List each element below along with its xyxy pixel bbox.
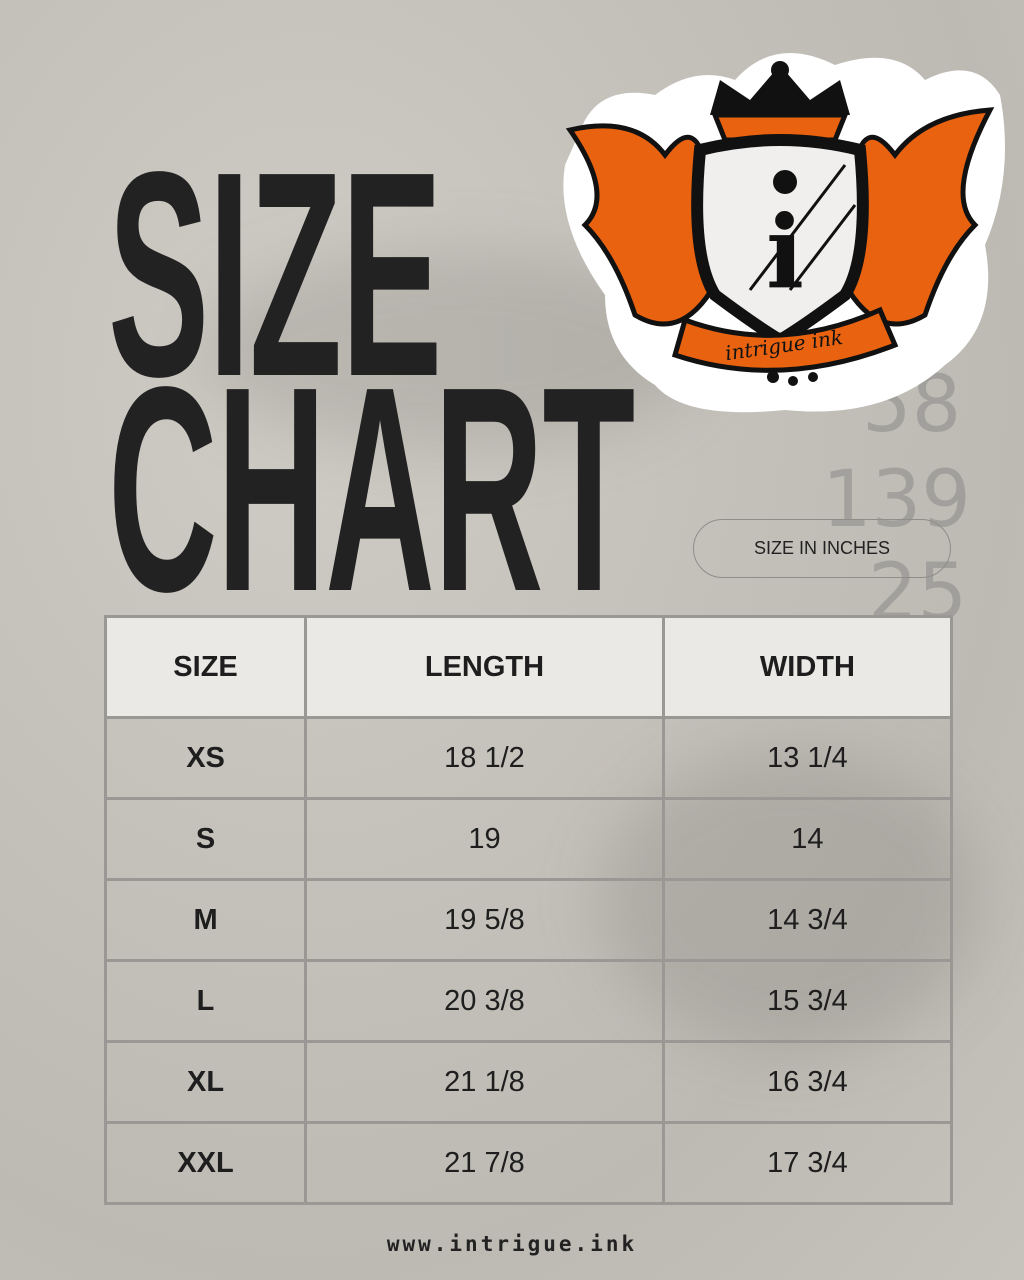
table-header-row: SIZE LENGTH WIDTH xyxy=(103,615,954,719)
cell-length: 20 3/8 xyxy=(304,959,665,1043)
bg-number: 139 xyxy=(822,455,971,545)
cell-size: L xyxy=(103,959,308,1043)
cell-length: 21 7/8 xyxy=(304,1121,665,1205)
table-row: XXL 21 7/8 17 3/4 xyxy=(103,1121,954,1205)
cell-width: 17 3/4 xyxy=(661,1121,954,1205)
cell-length: 21 1/8 xyxy=(304,1040,665,1124)
table-row: XS 18 1/2 13 1/4 xyxy=(103,716,954,800)
cell-width: 13 1/4 xyxy=(661,716,954,800)
cell-width: 15 3/4 xyxy=(661,959,954,1043)
header-size: SIZE xyxy=(103,615,308,719)
title-chart: CHART xyxy=(108,326,635,652)
cell-length: 19 5/8 xyxy=(304,878,665,962)
header-width: WIDTH xyxy=(661,615,954,719)
website-url: www.intrigue.ink xyxy=(386,1232,638,1256)
cell-width: 16 3/4 xyxy=(661,1040,954,1124)
title-size: SIZE xyxy=(108,111,442,437)
table-row: XL 21 1/8 16 3/4 xyxy=(103,1040,954,1124)
cell-width: 14 3/4 xyxy=(661,878,954,962)
table-row: S 19 14 xyxy=(103,797,954,881)
cell-size: XXL xyxy=(103,1121,308,1205)
unit-label: SIZE IN INCHES xyxy=(753,538,891,558)
cell-size: M xyxy=(103,878,308,962)
size-table: SIZE LENGTH WIDTH XS 18 1/2 13 1/4 S 19 14 M 19… xyxy=(103,615,954,1205)
cell-length: 18 1/2 xyxy=(304,716,665,800)
cell-length: 19 xyxy=(304,797,665,881)
cell-size: XS xyxy=(103,716,308,800)
unit-label-pill: SIZE IN INCHES xyxy=(693,519,951,578)
header-length: LENGTH xyxy=(304,615,665,719)
intrigue-ink-crest-logo: i intrigue ink xyxy=(563,53,1005,413)
table-row: M 19 5/8 14 3/4 xyxy=(103,878,954,962)
cell-width: 14 xyxy=(661,797,954,881)
logo-letter: i xyxy=(766,193,804,311)
table-row: L 20 3/8 15 3/4 xyxy=(103,959,954,1043)
cell-size: S xyxy=(103,797,308,881)
cell-size: XL xyxy=(103,1040,308,1124)
